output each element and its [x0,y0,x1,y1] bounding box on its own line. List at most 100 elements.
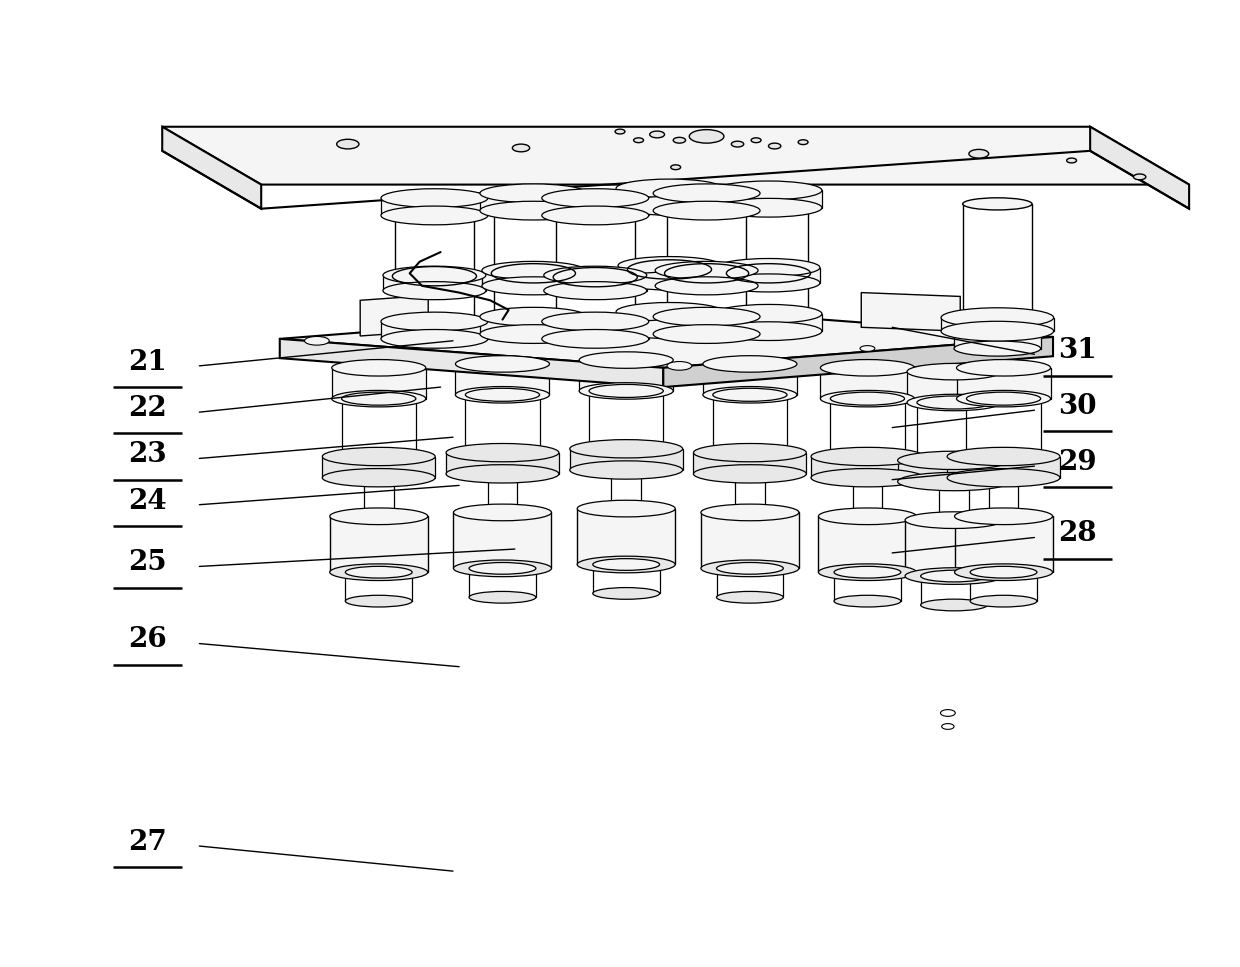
Bar [542,321,649,338]
Ellipse shape [579,383,673,399]
Ellipse shape [940,710,955,717]
Ellipse shape [920,600,987,611]
Ellipse shape [667,192,746,206]
Text: 25: 25 [128,549,166,576]
Ellipse shape [446,444,559,462]
Bar [703,364,797,395]
Bar [465,395,539,453]
Bar [713,395,787,453]
Ellipse shape [544,266,647,284]
Bar [653,316,760,334]
Ellipse shape [701,560,799,576]
Bar [811,456,924,478]
Ellipse shape [968,149,988,158]
Text: 21: 21 [128,349,166,376]
Ellipse shape [616,303,723,321]
Ellipse shape [947,469,1060,486]
Ellipse shape [906,395,1001,411]
Bar [544,276,647,291]
Bar [569,449,682,470]
Bar [345,572,412,601]
Ellipse shape [653,325,760,343]
Ellipse shape [655,277,758,295]
Ellipse shape [653,184,760,203]
Bar [480,316,587,334]
Ellipse shape [725,279,812,288]
Bar [715,190,822,208]
Bar [363,478,393,516]
Ellipse shape [454,560,552,576]
Bar [542,198,649,216]
Ellipse shape [345,567,412,578]
Bar [454,513,552,569]
Ellipse shape [544,281,647,300]
Ellipse shape [634,138,644,143]
Bar [655,271,758,286]
Ellipse shape [955,508,1053,525]
Ellipse shape [941,723,954,729]
Bar [455,364,549,395]
Ellipse shape [618,272,720,290]
Ellipse shape [322,448,435,466]
Ellipse shape [454,504,552,521]
Bar [446,453,559,474]
Bar [653,193,760,211]
Polygon shape [162,127,1189,185]
Ellipse shape [954,324,1040,338]
Ellipse shape [630,322,709,337]
Ellipse shape [905,512,1003,529]
Bar [577,509,676,565]
Ellipse shape [616,179,723,198]
Text: 27: 27 [128,829,166,856]
Ellipse shape [630,188,709,201]
Ellipse shape [1133,174,1146,180]
Ellipse shape [381,312,487,331]
Bar [970,572,1037,601]
Ellipse shape [905,568,1003,584]
Bar [835,572,900,601]
Ellipse shape [618,256,720,275]
Ellipse shape [701,504,799,521]
Ellipse shape [703,356,797,372]
Ellipse shape [480,325,587,343]
Ellipse shape [542,206,649,224]
Ellipse shape [542,312,649,331]
Ellipse shape [970,596,1037,607]
Bar [381,198,487,216]
Ellipse shape [861,345,875,351]
Bar [593,565,660,594]
Ellipse shape [394,332,474,346]
Ellipse shape [469,592,536,603]
Bar [966,398,1040,456]
Text: 28: 28 [1059,520,1097,547]
Bar [916,402,991,460]
Ellipse shape [494,327,573,341]
Ellipse shape [729,324,808,338]
Ellipse shape [769,143,781,149]
Bar [920,576,987,605]
Ellipse shape [745,315,805,337]
Ellipse shape [703,387,797,403]
Ellipse shape [322,469,435,486]
Ellipse shape [593,588,660,600]
Ellipse shape [821,391,914,407]
Ellipse shape [956,391,1050,407]
Ellipse shape [332,391,425,407]
Ellipse shape [717,258,820,277]
Ellipse shape [569,440,682,458]
Bar [487,474,517,513]
Bar [579,360,673,391]
Ellipse shape [667,362,692,370]
Ellipse shape [717,563,784,574]
Bar [693,453,806,474]
Ellipse shape [818,564,916,580]
Text: 30: 30 [1059,393,1097,420]
Ellipse shape [330,508,428,525]
Ellipse shape [383,266,486,284]
Ellipse shape [947,448,1060,466]
Polygon shape [280,308,1053,367]
Ellipse shape [715,181,822,200]
Ellipse shape [1066,158,1076,162]
Bar [330,516,428,572]
Bar [988,478,1018,516]
